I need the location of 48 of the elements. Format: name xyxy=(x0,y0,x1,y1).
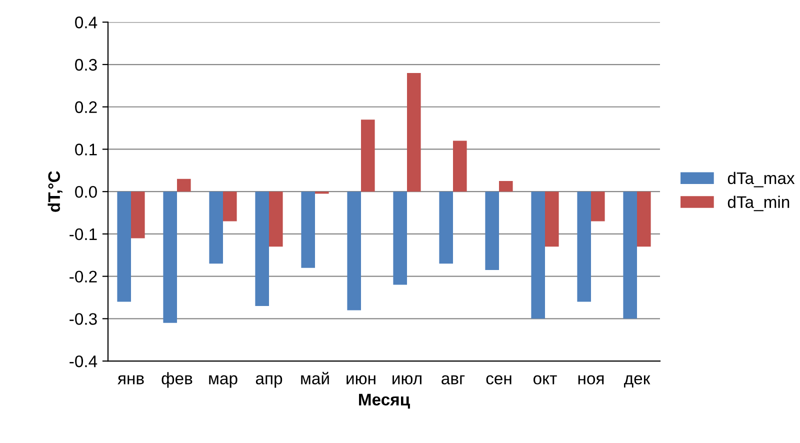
x-tick-label: сен xyxy=(486,375,512,384)
bar xyxy=(163,192,177,323)
y-tick-label: 0.1 xyxy=(75,144,97,156)
bar xyxy=(255,192,269,306)
bar xyxy=(453,140,467,192)
y-tick-label: 0.0 xyxy=(75,186,97,198)
bar xyxy=(117,192,131,302)
bar xyxy=(439,192,453,264)
y-tick-label: -0.2 xyxy=(70,270,97,283)
bar xyxy=(177,178,191,192)
bar xyxy=(485,192,499,270)
x-axis-title: Месяц xyxy=(359,394,410,409)
x-tick-label: окт xyxy=(534,375,557,384)
y-tick-label: 0.3 xyxy=(75,58,97,71)
bar xyxy=(361,120,375,192)
legend-label: dTa_max xyxy=(728,172,795,188)
y-tick-label: -0.3 xyxy=(70,313,97,325)
y-tick-label: 0.4 xyxy=(75,16,98,28)
bar xyxy=(269,192,283,247)
bar xyxy=(545,192,559,247)
bar xyxy=(347,192,361,310)
x-tick-label: июл xyxy=(392,375,422,384)
legend-label: dTa_min xyxy=(728,196,790,212)
bar xyxy=(393,192,407,285)
x-tick-label: ноя xyxy=(578,375,604,384)
x-tick-label: фев xyxy=(162,372,192,388)
x-tick-label: дек xyxy=(624,375,650,388)
bar xyxy=(637,192,651,247)
bar xyxy=(131,192,145,238)
bar xyxy=(623,192,637,319)
bar xyxy=(499,181,513,192)
bar xyxy=(531,192,545,319)
y-axis-title: dT,°C xyxy=(48,171,62,212)
bar xyxy=(209,192,223,264)
x-tick-label: июн xyxy=(346,375,376,384)
bar xyxy=(591,192,605,222)
bar xyxy=(407,72,421,192)
bar xyxy=(223,192,237,222)
x-tick-label: авг xyxy=(442,375,465,384)
bar xyxy=(577,192,591,302)
x-tick-label: апр xyxy=(256,375,282,388)
y-tick-label: -0.1 xyxy=(70,228,97,240)
y-tick-label: 0.2 xyxy=(75,101,97,114)
x-tick-label: май xyxy=(301,372,329,384)
x-tick-label: янв xyxy=(118,375,144,384)
bar xyxy=(301,192,315,268)
x-tick-label: мар xyxy=(209,375,238,388)
y-tick-label: -0.4 xyxy=(70,355,98,368)
